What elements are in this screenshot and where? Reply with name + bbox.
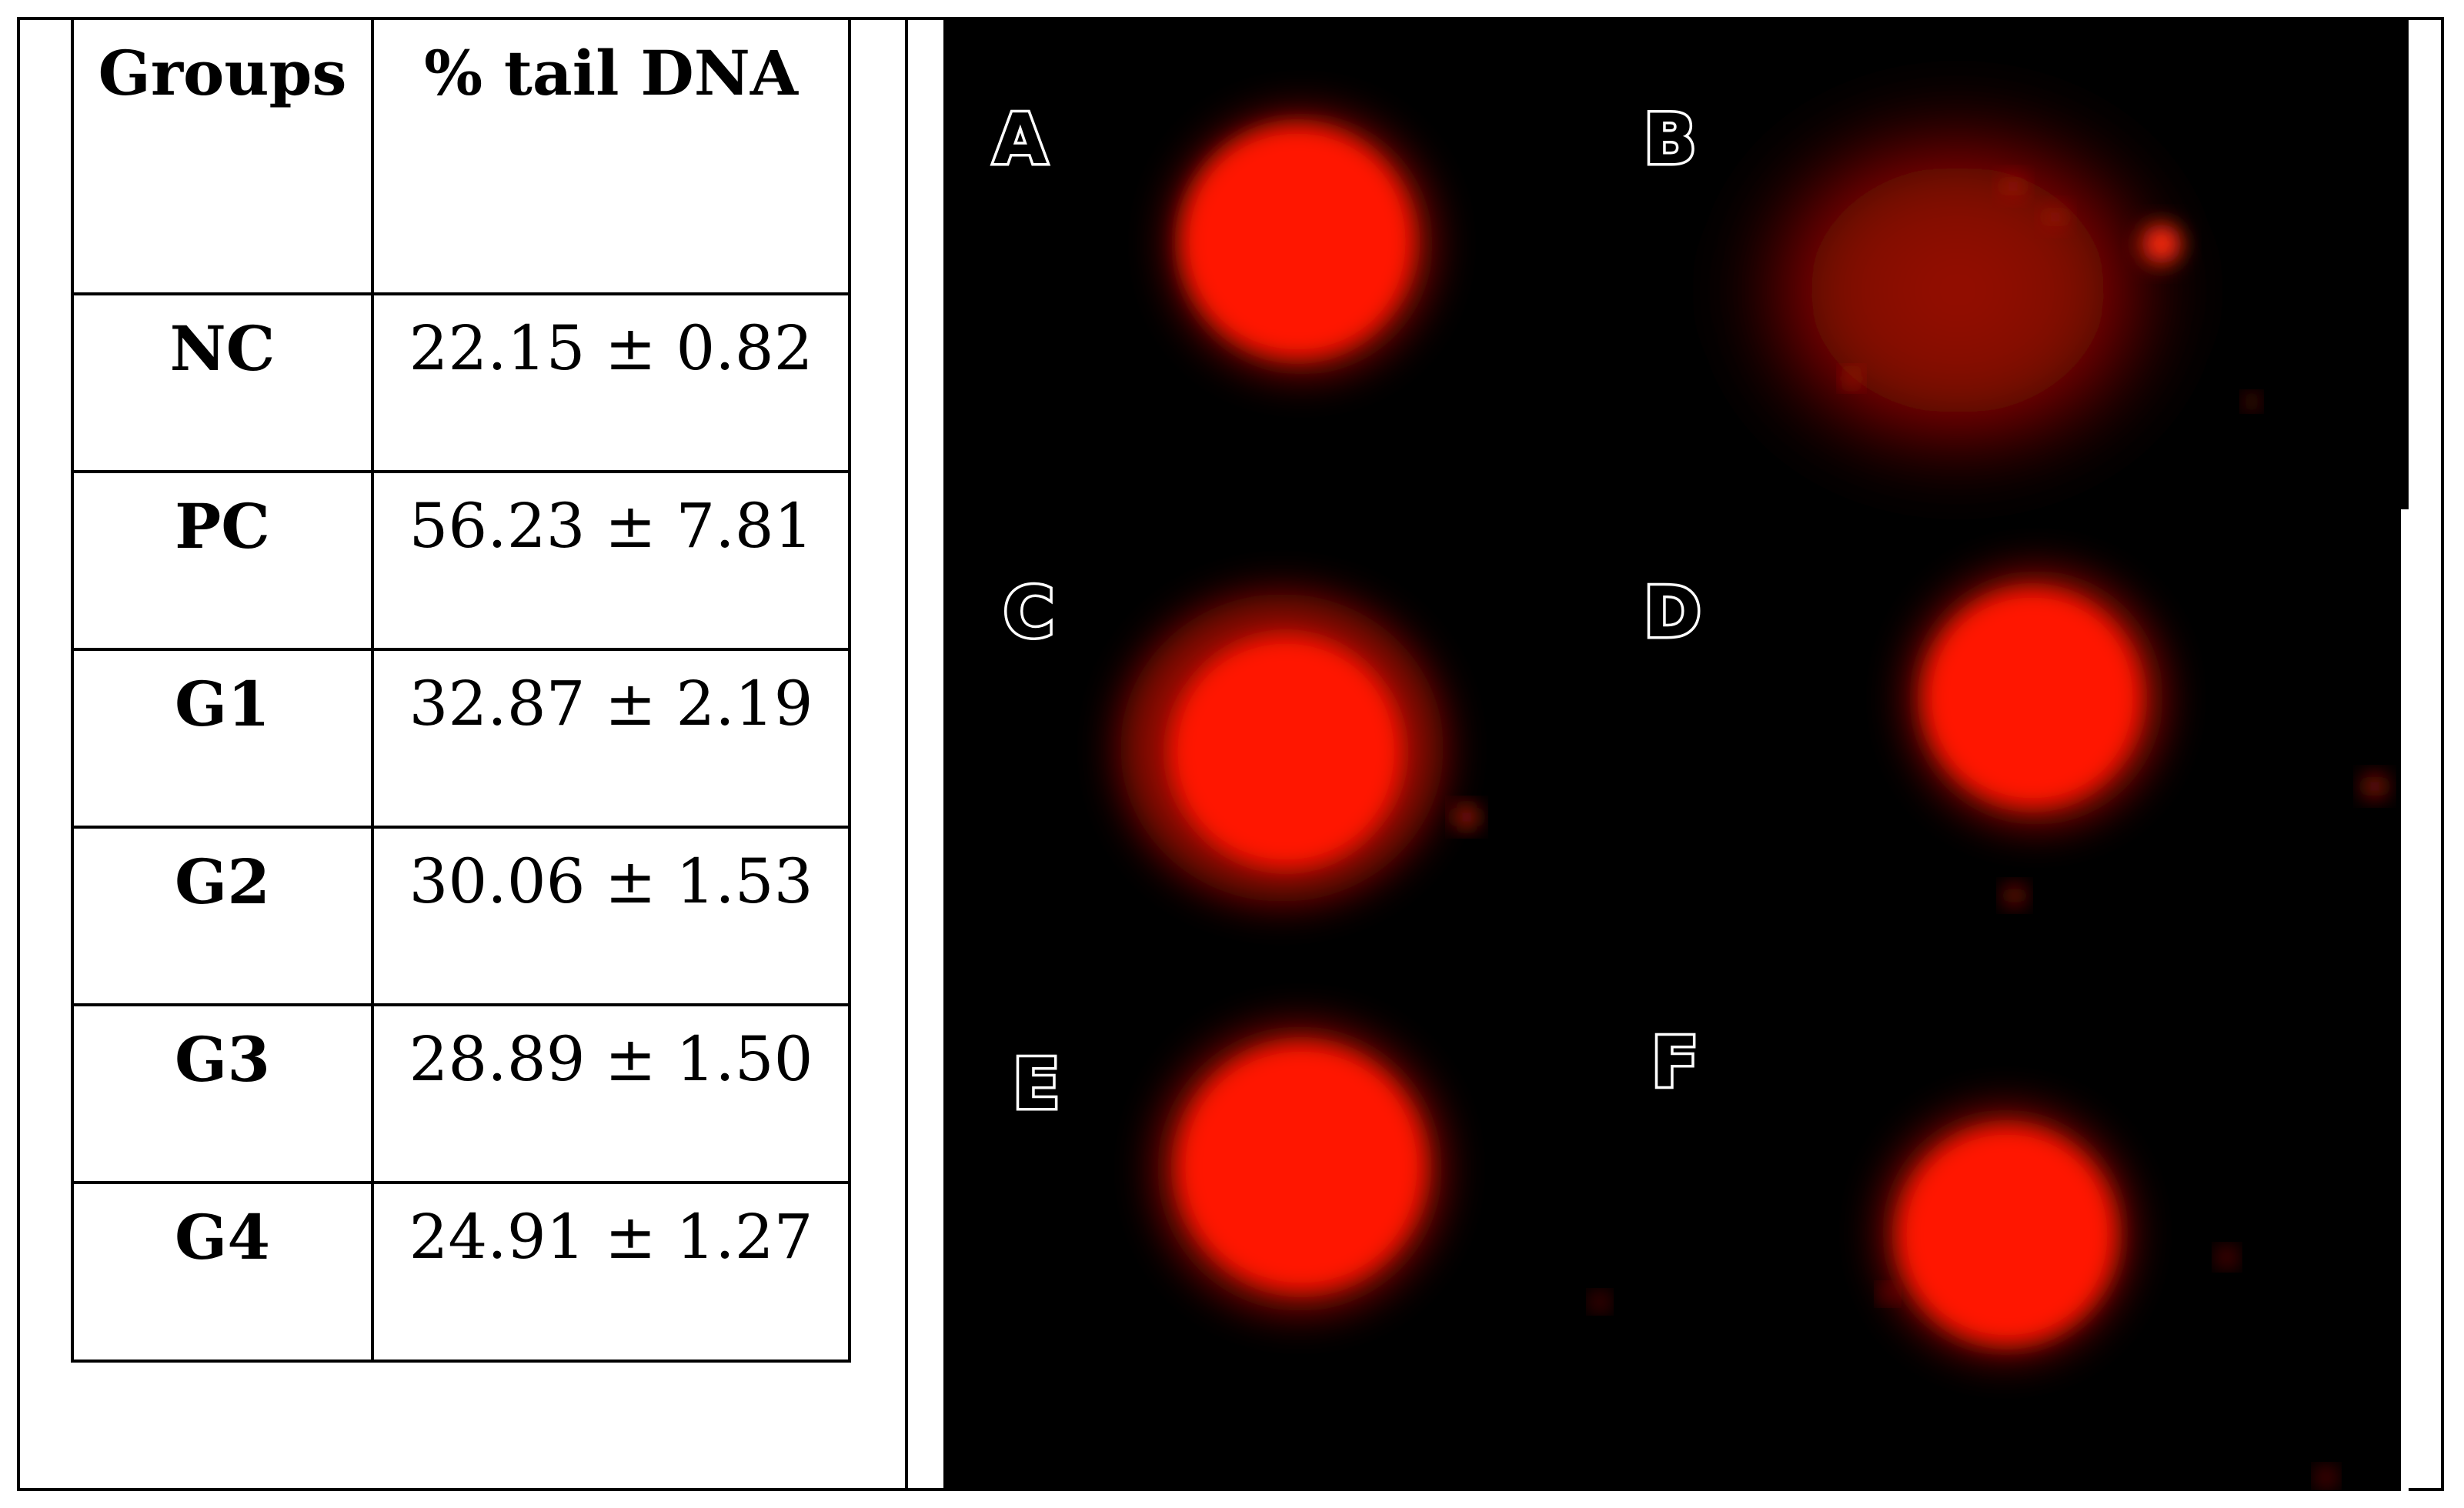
panel-label-c: C [1003,572,1054,653]
table-row: PC 56.23 ± 7.81 [71,470,851,651]
comet-d [1909,571,2386,905]
table-row: G2 30.06 ± 1.53 [71,826,851,1006]
group-cell: PC [71,470,374,651]
value-cell: 22.15 ± 0.82 [371,292,851,473]
value-cell: 28.89 ± 1.50 [371,1003,851,1184]
group-cell: NC [71,292,374,473]
column-header-tail-dna: % tail DNA [371,17,851,295]
panel-label-f: F [1651,1023,1698,1103]
comet-image-panel: A B C D E F [943,17,2409,1491]
value-cell: 30.06 ± 1.53 [371,826,851,1006]
panel-label-d: D [1644,572,1701,653]
table-row: G1 32.87 ± 2.19 [71,648,851,829]
panel-label-e: E [1013,1044,1060,1125]
comet-b [1719,90,2258,490]
value-cell: 24.91 ± 1.27 [371,1181,851,1363]
comet-c [1120,594,1477,902]
table-row: G4 24.91 ± 1.27 [71,1181,851,1363]
group-cell: G1 [71,648,374,829]
table-row: NC 22.15 ± 0.82 [71,292,851,473]
column-header-groups: Groups [71,17,374,295]
comet-e [1157,1026,1607,1311]
value-cell: 56.23 ± 7.81 [371,470,851,651]
table-row: G3 28.89 ± 1.50 [71,1003,851,1184]
comet-f [1881,1109,2334,1485]
group-cell: G3 [71,1003,374,1184]
tail-dna-table: Groups % tail DNA NC 22.15 ± 0.82 PC 56.… [71,17,851,1363]
comet-micrographs: A B C D E F [991,90,2409,1491]
table-header-row: Groups % tail DNA [71,17,851,295]
group-cell: G2 [71,826,374,1006]
panel-label-a: A [993,99,1047,180]
value-cell: 32.87 ± 2.19 [371,648,851,829]
group-cell: G4 [71,1181,374,1363]
panel-label-b: B [1644,99,1697,180]
comet-a [1171,113,1433,375]
figure-divider [905,17,908,1491]
